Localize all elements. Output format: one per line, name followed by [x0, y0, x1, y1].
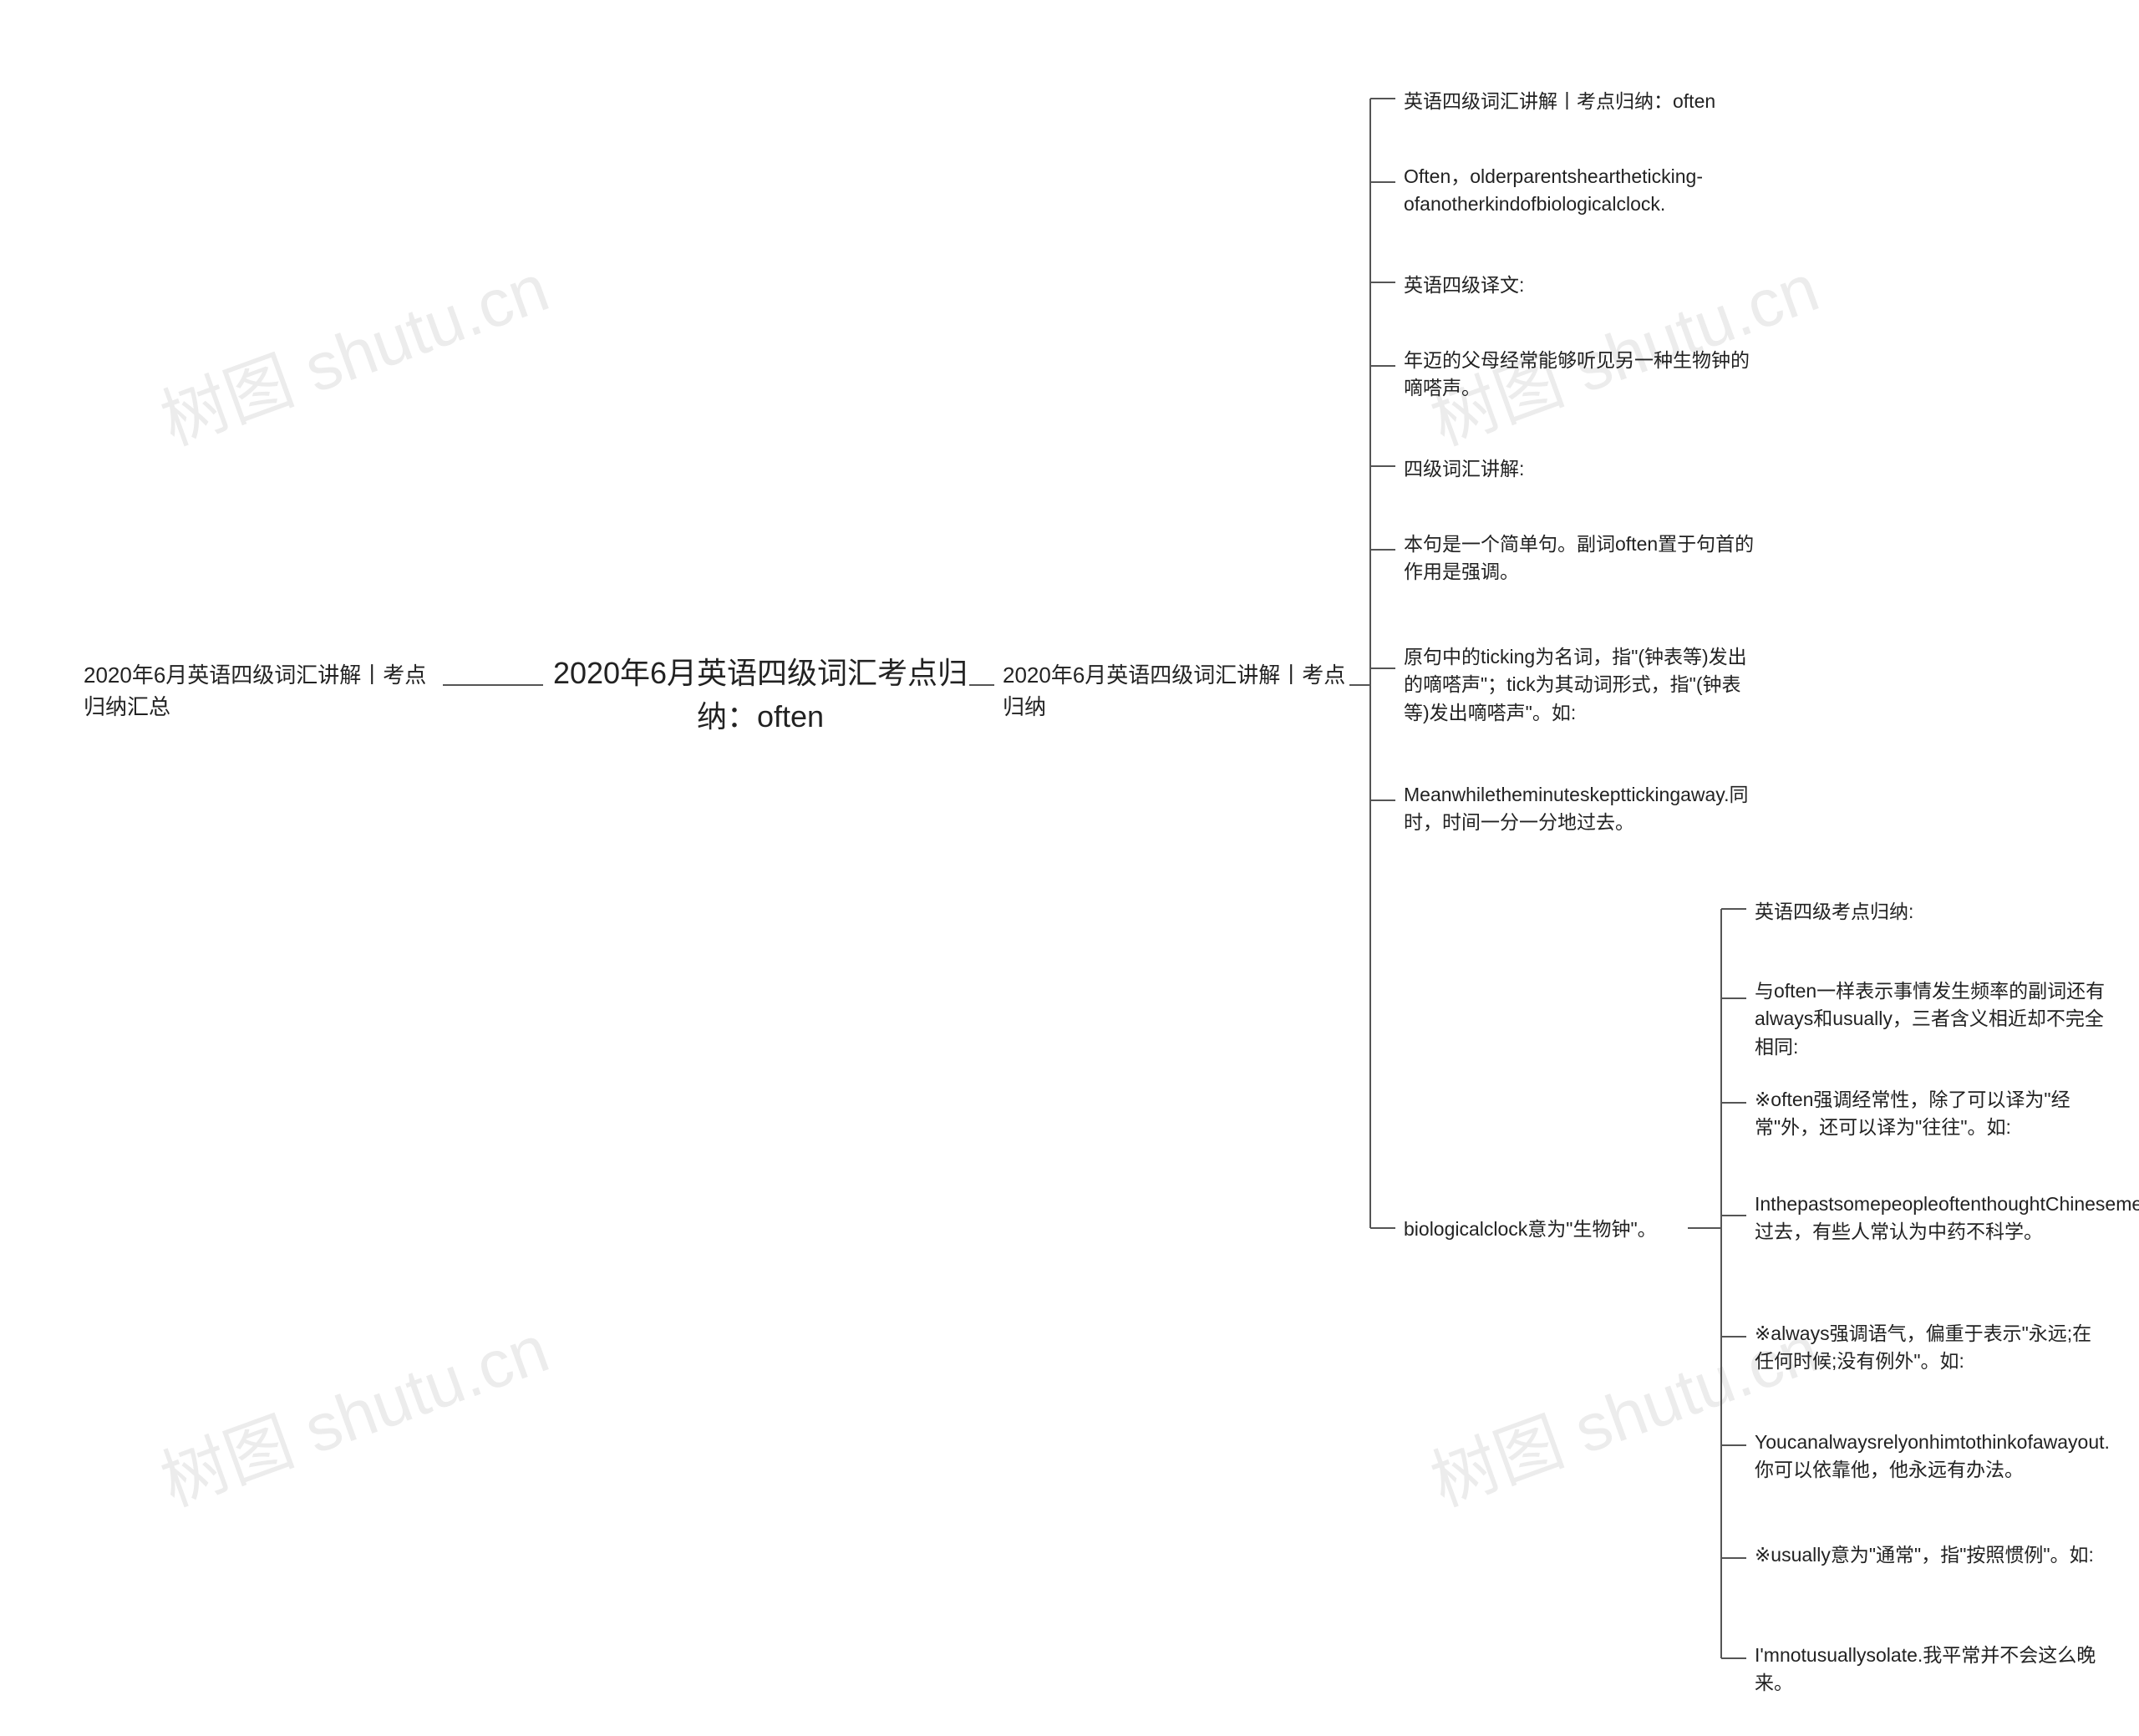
node-left-summary[interactable]: 2020年6月英语四级词汇讲解丨考点归纳汇总: [84, 660, 434, 723]
node-l3-8[interactable]: I'mnotusuallysolate.我平常并不会这么晚来。: [1755, 1642, 2106, 1698]
watermark: 树图 shutu.cn: [146, 1296, 560, 1525]
node-l3-4[interactable]: InthepastsomepeopleoftenthoughtChineseme…: [1755, 1190, 2106, 1246]
node-l2-1[interactable]: 英语四级词汇讲解丨考点归纳：often: [1404, 88, 1755, 115]
node-l2-3[interactable]: 英语四级译文:: [1404, 272, 1755, 299]
node-l2-9[interactable]: biologicalclock意为"生物钟"。: [1404, 1216, 1688, 1243]
node-l3-1[interactable]: 英语四级考点归纳:: [1755, 898, 2106, 926]
watermark: 树图 shutu.cn: [146, 235, 560, 464]
node-l2-8[interactable]: Meanwhiletheminuteskeptticking­away.同时，时…: [1404, 781, 1755, 837]
node-l2-2[interactable]: Often，olderparentsheartheticking­ofanoth…: [1404, 163, 1755, 219]
node-l3-5[interactable]: ※always强调语气，偏重于表示"永远;在任何时候;没有例外"。如:: [1755, 1320, 2106, 1376]
node-l2-5[interactable]: 四级词汇讲解:: [1404, 455, 1755, 483]
node-center-root[interactable]: 2020年6月英语四级词汇考点归纳：often: [551, 652, 969, 739]
node-right-l1[interactable]: 2020年6月英语四级词汇讲解丨考点归纳: [1003, 660, 1354, 723]
node-l3-3[interactable]: ※often强调经常性，除了可以译为"经常"外，还可以译为"往往"。如:: [1755, 1086, 2106, 1142]
node-l2-7[interactable]: 原句中的ticking为名词，指"(钟表等)发出的嘀嗒声"；tick为其动词形式…: [1404, 643, 1755, 727]
node-l3-6[interactable]: Youcanalwaysrelyonhimtothinkofawayout.你可…: [1755, 1429, 2106, 1485]
node-l2-6[interactable]: 本句是一个简单句。副词often置于句首的作用是强调。: [1404, 530, 1755, 586]
node-l3-7[interactable]: ※usually意为"通常"，指"按照惯例"。如:: [1755, 1541, 2106, 1569]
node-l3-2[interactable]: 与often一样表示事情发生频率的副词还有always和usually，三者含义…: [1755, 977, 2106, 1061]
node-l2-4[interactable]: 年迈的父母经常能够听见另一种生物钟的嘀嗒声。: [1404, 347, 1755, 403]
